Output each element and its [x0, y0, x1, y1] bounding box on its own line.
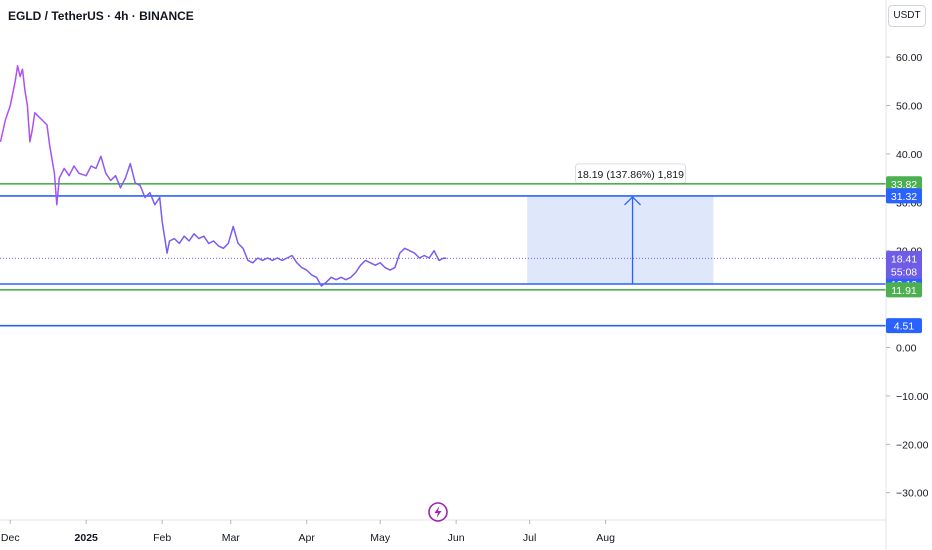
measure-arrowhead: [624, 195, 642, 206]
lightning-icon[interactable]: [428, 502, 448, 522]
x-tick-label: Aug: [596, 532, 615, 544]
y-tick-label: 0.00: [896, 343, 917, 355]
y-tick-label: 50.00: [896, 101, 922, 113]
measure-label: 18.19 (137.86%) 1,819: [577, 169, 684, 181]
x-tick-label: Dec: [1, 532, 20, 544]
level-price-label-bg: [886, 318, 922, 334]
icon-layer: [428, 502, 448, 522]
y-tick-label: 60.00: [896, 52, 922, 64]
level-price-label: 33.82: [891, 179, 917, 191]
y-tick-label: −30.00: [896, 488, 929, 500]
y-tick-label: −20.00: [896, 439, 929, 451]
x-axis: Dec 2025 Feb Mar Apr May Jun Jul Aug: [0, 519, 886, 544]
levels-layer: [0, 183, 886, 327]
level-price-label-bg: [886, 176, 922, 192]
x-tick-label: Mar: [222, 532, 241, 544]
current-price-label: 18.41: [891, 253, 917, 265]
measure-layer: 18.19 (137.86%) 1,819: [527, 163, 714, 284]
x-tick-label: Apr: [299, 532, 316, 544]
level-price-label-bg: [886, 188, 922, 204]
y-tick-label: 40.00: [896, 149, 922, 161]
level-price-label-bg: [886, 282, 922, 298]
currency-button[interactable]: USDT: [888, 5, 926, 27]
measure-range-box: [527, 195, 714, 284]
x-tick-label: Jul: [523, 532, 536, 544]
y-tick-label: −10.00: [896, 391, 929, 403]
symbol-title: EGLD / TetherUS · 4h · BINANCE: [8, 9, 194, 23]
series-layer: [0, 65, 447, 287]
x-tick-label: 2025: [75, 532, 99, 544]
x-tick-label: Feb: [153, 532, 171, 544]
x-tick-label: Jun: [448, 532, 465, 544]
current-price-countdown: 55:08: [891, 266, 917, 278]
level-price-label: 31.32: [891, 191, 917, 203]
level-price-label: 4.51: [894, 321, 915, 333]
level-price-label: 11.91: [891, 285, 917, 297]
x-tick-label: May: [370, 532, 391, 544]
current-price-tag-bg: [886, 250, 922, 279]
price-series-line: [0, 65, 447, 287]
